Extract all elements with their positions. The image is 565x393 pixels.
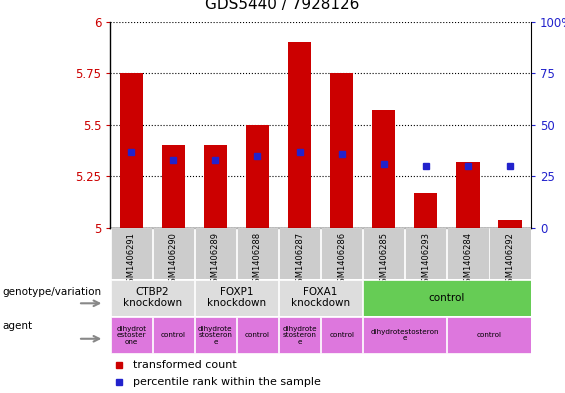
Text: dihydrotestosteron
e: dihydrotestosteron e <box>371 329 439 341</box>
Text: control: control <box>429 293 465 303</box>
Text: CTBP2
knockdown: CTBP2 knockdown <box>123 287 182 309</box>
Bar <box>405 228 446 279</box>
Bar <box>111 228 152 279</box>
Bar <box>447 317 531 353</box>
Text: GDS5440 / 7928126: GDS5440 / 7928126 <box>205 0 360 12</box>
Text: GSM1406286: GSM1406286 <box>337 232 346 288</box>
Text: GSM1406290: GSM1406290 <box>169 232 178 288</box>
Bar <box>279 317 320 353</box>
Text: dihydrote
stosteron
e: dihydrote stosteron e <box>198 325 233 345</box>
Bar <box>321 317 362 353</box>
Bar <box>195 280 278 316</box>
Bar <box>330 73 353 228</box>
Bar <box>414 193 437 228</box>
Bar <box>162 145 185 228</box>
Text: GSM1406285: GSM1406285 <box>379 232 388 288</box>
Bar <box>457 162 480 228</box>
Bar <box>363 228 405 279</box>
Text: FOXA1
knockdown: FOXA1 knockdown <box>291 287 350 309</box>
Bar <box>153 228 194 279</box>
Bar <box>489 228 531 279</box>
Bar <box>195 228 236 279</box>
Text: GSM1406289: GSM1406289 <box>211 232 220 288</box>
Text: GSM1406288: GSM1406288 <box>253 232 262 288</box>
Text: control: control <box>245 332 270 338</box>
Text: GSM1406291: GSM1406291 <box>127 232 136 288</box>
Text: control: control <box>329 332 354 338</box>
Text: transformed count: transformed count <box>133 360 237 370</box>
Bar <box>279 228 320 279</box>
Bar <box>237 317 278 353</box>
Bar <box>246 125 269 228</box>
Text: percentile rank within the sample: percentile rank within the sample <box>133 377 321 387</box>
Bar <box>498 220 521 228</box>
Bar <box>237 228 278 279</box>
Text: agent: agent <box>3 321 33 331</box>
Text: GSM1406284: GSM1406284 <box>463 232 472 288</box>
Text: GSM1406293: GSM1406293 <box>421 232 431 288</box>
Text: FOXP1
knockdown: FOXP1 knockdown <box>207 287 266 309</box>
Bar <box>111 280 194 316</box>
Bar <box>153 317 194 353</box>
Bar <box>279 280 362 316</box>
Bar <box>195 317 236 353</box>
Bar <box>447 228 489 279</box>
Bar <box>321 228 362 279</box>
Bar <box>111 317 152 353</box>
Bar <box>363 317 446 353</box>
Text: dihydrot
estoster
one: dihydrot estoster one <box>116 325 146 345</box>
Bar <box>372 110 396 228</box>
Text: GSM1406287: GSM1406287 <box>295 232 304 288</box>
Text: GSM1406292: GSM1406292 <box>506 232 515 288</box>
Text: genotype/variation: genotype/variation <box>3 287 102 297</box>
Bar <box>204 145 227 228</box>
Bar <box>120 73 143 228</box>
Bar <box>288 42 311 228</box>
Text: control: control <box>161 332 186 338</box>
Text: dihydrote
stosteron
e: dihydrote stosteron e <box>282 325 317 345</box>
Text: control: control <box>476 332 502 338</box>
Bar <box>363 280 531 316</box>
